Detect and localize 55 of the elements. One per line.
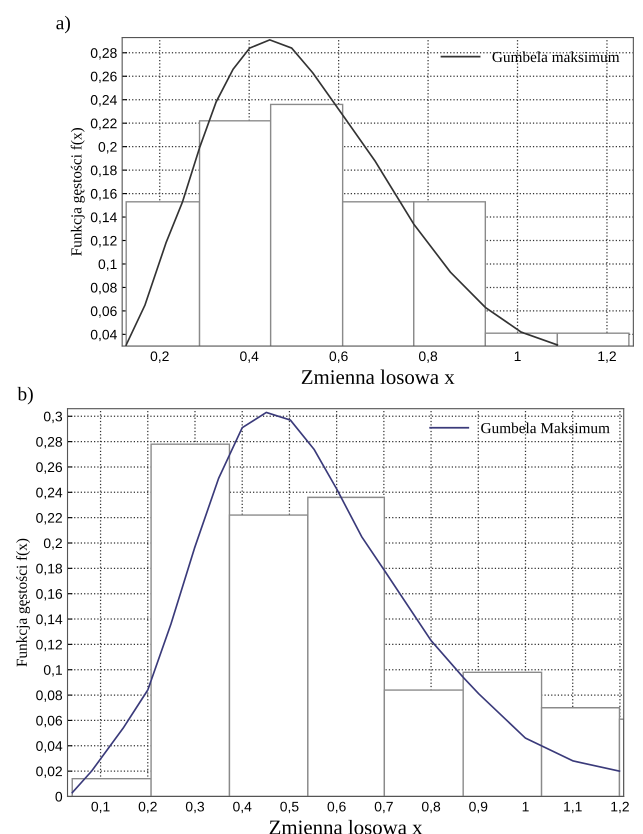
y-tick-label: 0,28 [90, 48, 117, 60]
x-tick-label: 1,1 [564, 802, 582, 814]
x-tick-label: 0,6 [328, 802, 346, 814]
chart-title: b) [17, 386, 33, 404]
y-tick-label: 0,06 [90, 306, 117, 318]
y-tick-label: 0,3 [44, 412, 62, 424]
y-tick-label: 0,24 [36, 488, 62, 500]
y-tick-label: 0,12 [36, 640, 62, 652]
x-tick-label: 0,4 [233, 802, 252, 814]
chart-title: a) [56, 16, 70, 34]
x-tick-label: 0,5 [280, 802, 298, 814]
y-axis-title: Funkcja gęstości f(x) [70, 128, 85, 256]
x-tick-label: 1 [514, 351, 521, 362]
x-tick-label: 0,7 [374, 802, 393, 814]
x-tick-label: 0,3 [186, 802, 204, 814]
y-tick-label: 0,12 [90, 236, 117, 248]
y-tick-label: 0,1 [44, 665, 62, 677]
legend-label: Gumbela Maksimum [481, 422, 610, 434]
y-tick-label: 0,08 [36, 690, 62, 702]
y-tick-label: 0,22 [90, 118, 117, 130]
legend-label: Gumbela maksimum [492, 51, 620, 62]
y-tick-label: 0,2 [98, 142, 117, 154]
x-tick-label: 0,2 [150, 351, 169, 363]
y-tick-label: 0,02 [36, 766, 62, 778]
y-tick-label: 0,24 [90, 95, 117, 107]
y-tick-label: 0,04 [36, 741, 62, 753]
y-tick-label: 0,26 [36, 462, 62, 474]
y-tick-label: 0,28 [36, 436, 62, 448]
x-tick-label: 0,9 [469, 802, 488, 814]
x-tick-label: 0,8 [422, 802, 440, 814]
x-tick-label: 1,2 [611, 802, 629, 814]
x-axis-title: Zmienna losowa x [302, 369, 454, 384]
y-axis-title: Funkcja gęstości f(x) [16, 538, 30, 667]
y-tick-label: 0 [55, 792, 62, 802]
x-tick-label: 1 [522, 802, 529, 812]
y-tick-label: 0,14 [90, 212, 117, 224]
y-tick-label: 0,14 [36, 614, 62, 626]
x-tick-label: 0,6 [330, 351, 348, 363]
x-tick-label: 1,2 [598, 351, 616, 363]
line-series [71, 412, 620, 794]
y-tick-label: 0,18 [36, 564, 62, 576]
x-tick-label: 0,2 [138, 802, 157, 814]
y-tick-label: 0,16 [36, 589, 62, 601]
x-tick-label: 0,8 [418, 351, 438, 363]
y-tick-label: 0,18 [90, 165, 117, 177]
y-tick-label: 0,06 [36, 716, 62, 728]
x-tick-label: 0,4 [240, 351, 258, 363]
y-tick-label: 0,16 [90, 188, 117, 200]
y-tick-label: 0,04 [90, 330, 117, 342]
x-axis-title: Zmienna losowa x [270, 820, 422, 834]
y-tick-label: 0,08 [90, 282, 117, 294]
y-tick-label: 0,22 [36, 512, 62, 524]
y-tick-label: 0,2 [44, 538, 62, 550]
y-tick-label: 0,26 [90, 72, 117, 84]
y-tick-label: 0,1 [98, 259, 117, 271]
